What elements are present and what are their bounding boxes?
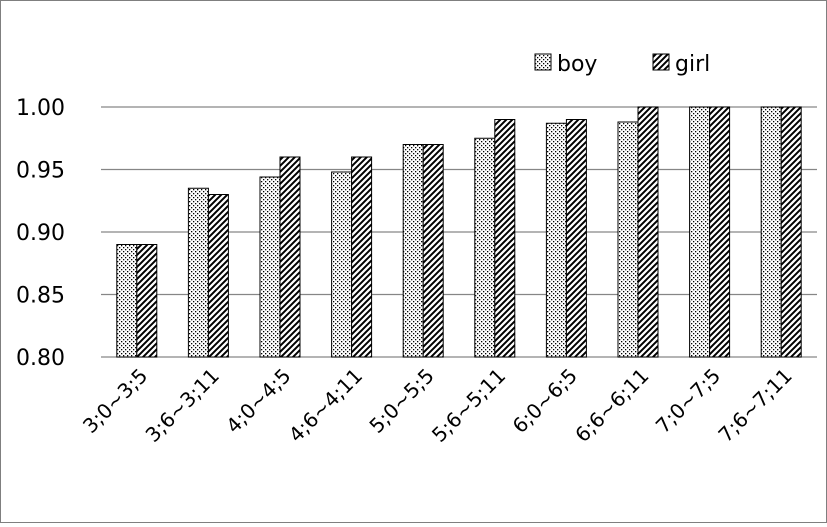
bar-boy-9 bbox=[760, 106, 782, 358]
bar-girl-1 bbox=[207, 194, 229, 358]
x-axis-ticks: 3;0~3;53;6~3;114;0~4;54;6~4;115;0~5;55;6… bbox=[78, 364, 797, 447]
x-tick-label: 6;6~6;11 bbox=[570, 364, 653, 447]
y-tick-label: 0.80 bbox=[16, 346, 65, 371]
y-tick-label: 0.95 bbox=[16, 159, 65, 184]
bar-boy-7 bbox=[617, 121, 639, 358]
x-tick-label: 7;6~7;11 bbox=[713, 364, 796, 447]
bar-boy-8 bbox=[689, 106, 711, 358]
bars bbox=[116, 106, 802, 358]
bar-boy-1 bbox=[187, 187, 209, 358]
x-tick-label: 4;0~4;5 bbox=[221, 364, 295, 438]
legend-label-girl: girl bbox=[675, 52, 710, 77]
bar-girl-0 bbox=[136, 244, 158, 358]
bar-girl-9 bbox=[780, 106, 802, 358]
x-tick-label: 3;0~3;5 bbox=[78, 364, 152, 438]
bar-girl-8 bbox=[709, 106, 731, 358]
x-tick-label: 6;0~6;5 bbox=[508, 364, 582, 438]
bar-boy-6 bbox=[545, 122, 567, 358]
bar-girl-6 bbox=[565, 119, 587, 358]
bar-girl-2 bbox=[279, 156, 301, 358]
bar-girl-4 bbox=[422, 144, 444, 358]
y-tick-label: 0.85 bbox=[16, 284, 65, 309]
bar-boy-5 bbox=[474, 137, 496, 358]
x-tick-label: 5;6~5;11 bbox=[427, 364, 510, 447]
bar-girl-5 bbox=[494, 119, 516, 358]
x-tick-label: 3;6~3;11 bbox=[141, 364, 224, 447]
y-axis-ticks: 0.80 0.85 0.90 0.95 1.00 bbox=[16, 96, 65, 371]
x-tick-label: 7;0~7;5 bbox=[651, 364, 725, 438]
bar-girl-3 bbox=[351, 156, 373, 358]
x-tick-label: 4;6~4;11 bbox=[284, 364, 367, 447]
bar-boy-4 bbox=[402, 144, 424, 358]
legend: boy girl bbox=[534, 52, 710, 77]
legend-swatch-girl bbox=[652, 53, 670, 71]
legend-label-boy: boy bbox=[557, 52, 597, 77]
y-tick-label: 0.90 bbox=[16, 221, 65, 246]
legend-swatch-boy bbox=[534, 53, 552, 71]
bar-boy-3 bbox=[331, 171, 353, 358]
bar-girl-7 bbox=[637, 106, 659, 358]
x-tick-label: 5;0~5;5 bbox=[364, 364, 438, 438]
bar-boy-2 bbox=[259, 176, 281, 358]
bar-boy-0 bbox=[116, 244, 138, 358]
y-tick-label: 1.00 bbox=[16, 96, 65, 121]
